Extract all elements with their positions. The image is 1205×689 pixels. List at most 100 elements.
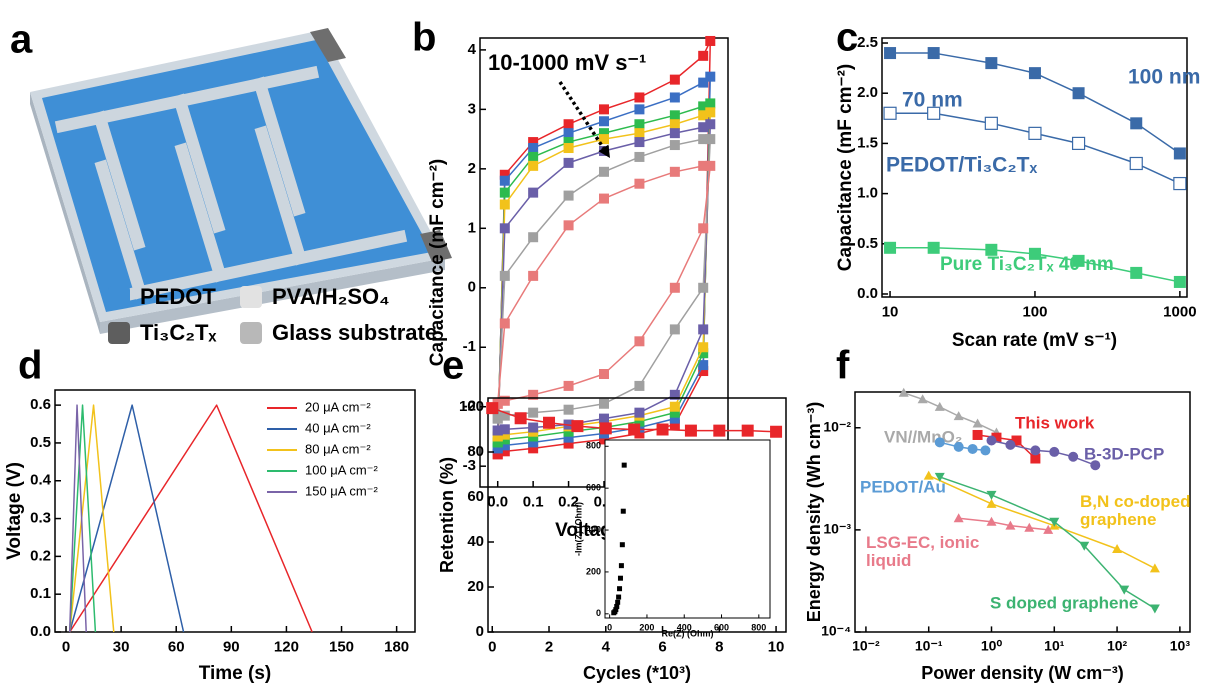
marker — [618, 576, 623, 581]
marker — [973, 430, 983, 440]
series-label: Pure Ti₃C₂Tₓ 40 nm — [940, 254, 1114, 275]
marker — [1073, 137, 1085, 149]
marker — [986, 436, 996, 446]
y-tick-label: 0.1 — [30, 585, 51, 602]
marker — [599, 399, 609, 409]
marker — [619, 563, 624, 568]
marker — [1130, 117, 1142, 129]
y-tick-label: 3 — [468, 100, 476, 117]
marker — [493, 414, 503, 424]
marker — [980, 445, 990, 455]
marker — [713, 425, 725, 437]
marker — [500, 200, 510, 210]
marker — [500, 176, 510, 186]
marker — [634, 152, 644, 162]
marker — [617, 586, 622, 591]
marker — [670, 110, 680, 120]
y-tick-label: 0.2 — [30, 547, 51, 564]
figure: a PEDOT PVA/H₂SO₄ Ti₃C₂Tₓ Glass substrat… — [0, 0, 1205, 689]
marker — [634, 92, 644, 102]
y-tick-label: 400 — [586, 524, 601, 534]
x-tick-label: 200 — [639, 622, 654, 632]
marker — [705, 161, 715, 171]
y-tick-label: 60 — [467, 488, 484, 505]
marker — [705, 36, 715, 46]
marker — [621, 509, 626, 514]
legend-label: PEDOT — [140, 284, 216, 309]
marker — [985, 117, 997, 129]
marker — [705, 72, 715, 82]
marker — [564, 220, 574, 230]
marker — [528, 408, 538, 418]
marker — [884, 47, 896, 59]
marker — [670, 167, 680, 177]
marker — [954, 513, 964, 522]
series-label: 100 nm — [1128, 66, 1200, 89]
y-tick-label: 4 — [468, 41, 477, 58]
y-tick-label: 20 — [467, 578, 484, 595]
series-label: B,N co-doped graphene — [1080, 493, 1200, 541]
x-tick-label: 2 — [545, 638, 553, 655]
marker — [486, 402, 498, 414]
marker — [616, 595, 621, 600]
series-label-text: LSG-EC, ionic liquid — [866, 534, 986, 570]
marker — [705, 134, 715, 144]
y-tick-label: 200 — [586, 566, 601, 576]
x-tick-label: 30 — [113, 638, 130, 655]
y-tick-label: 0 — [476, 623, 484, 640]
y-tick-label: 0.0 — [30, 623, 51, 640]
marker — [928, 47, 940, 59]
marker — [924, 471, 934, 480]
marker — [1049, 447, 1059, 457]
legend-label: PVA/H₂SO₄ — [272, 284, 390, 309]
y-tick-label: 800 — [586, 441, 601, 451]
marker — [1174, 147, 1186, 159]
marker — [1150, 604, 1160, 613]
marker — [698, 283, 708, 293]
legend-label: 40 μA cm⁻² — [305, 420, 371, 435]
marker — [1068, 452, 1078, 462]
y-axis-label: Energy density (Wh cm⁻³) — [804, 402, 824, 623]
marker — [1005, 440, 1015, 450]
x-tick-label: 0 — [607, 622, 612, 632]
legend-swatch — [108, 286, 130, 308]
marker — [986, 491, 996, 500]
series-label: S doped graphene — [990, 593, 1138, 612]
y-tick-label: 1.0 — [857, 185, 878, 202]
marker — [1029, 127, 1041, 139]
y-tick-label: 1.5 — [857, 134, 878, 151]
marker — [599, 414, 609, 424]
x-axis-label: Time (s) — [199, 663, 272, 684]
y-tick-label: 0.4 — [30, 472, 52, 489]
series-label: This work — [1015, 413, 1095, 432]
marker — [528, 271, 538, 281]
marker — [599, 167, 609, 177]
y-axis-label: Voltage (V) — [4, 462, 25, 560]
marker — [543, 417, 555, 429]
marker — [500, 223, 510, 233]
legend-label: 80 μA cm⁻² — [305, 441, 371, 456]
y-tick-label: 10⁻³ — [823, 521, 851, 537]
x-tick-label: 800 — [751, 622, 766, 632]
marker — [698, 324, 708, 334]
marker — [528, 188, 538, 198]
y-tick-label: 2 — [468, 160, 476, 177]
y-tick-label: 0 — [596, 608, 601, 618]
y-tick-label: 0.3 — [30, 510, 51, 527]
series-label: PEDOT/Au — [860, 477, 946, 496]
x-tick-label: 4 — [602, 638, 611, 655]
marker — [670, 92, 680, 102]
y-tick-label: 600 — [586, 483, 601, 493]
panel-letter: b — [412, 16, 436, 60]
legend-label: Ti₃C₂Tₓ — [140, 320, 217, 345]
marker — [528, 232, 538, 242]
marker — [1073, 87, 1085, 99]
marker — [954, 411, 964, 420]
x-tick-label: 10³ — [1170, 637, 1191, 653]
marker — [622, 463, 627, 468]
marker — [670, 283, 680, 293]
marker — [634, 128, 644, 138]
series-line — [70, 405, 184, 632]
x-tick-label: 600 — [714, 622, 729, 632]
marker — [493, 426, 503, 436]
